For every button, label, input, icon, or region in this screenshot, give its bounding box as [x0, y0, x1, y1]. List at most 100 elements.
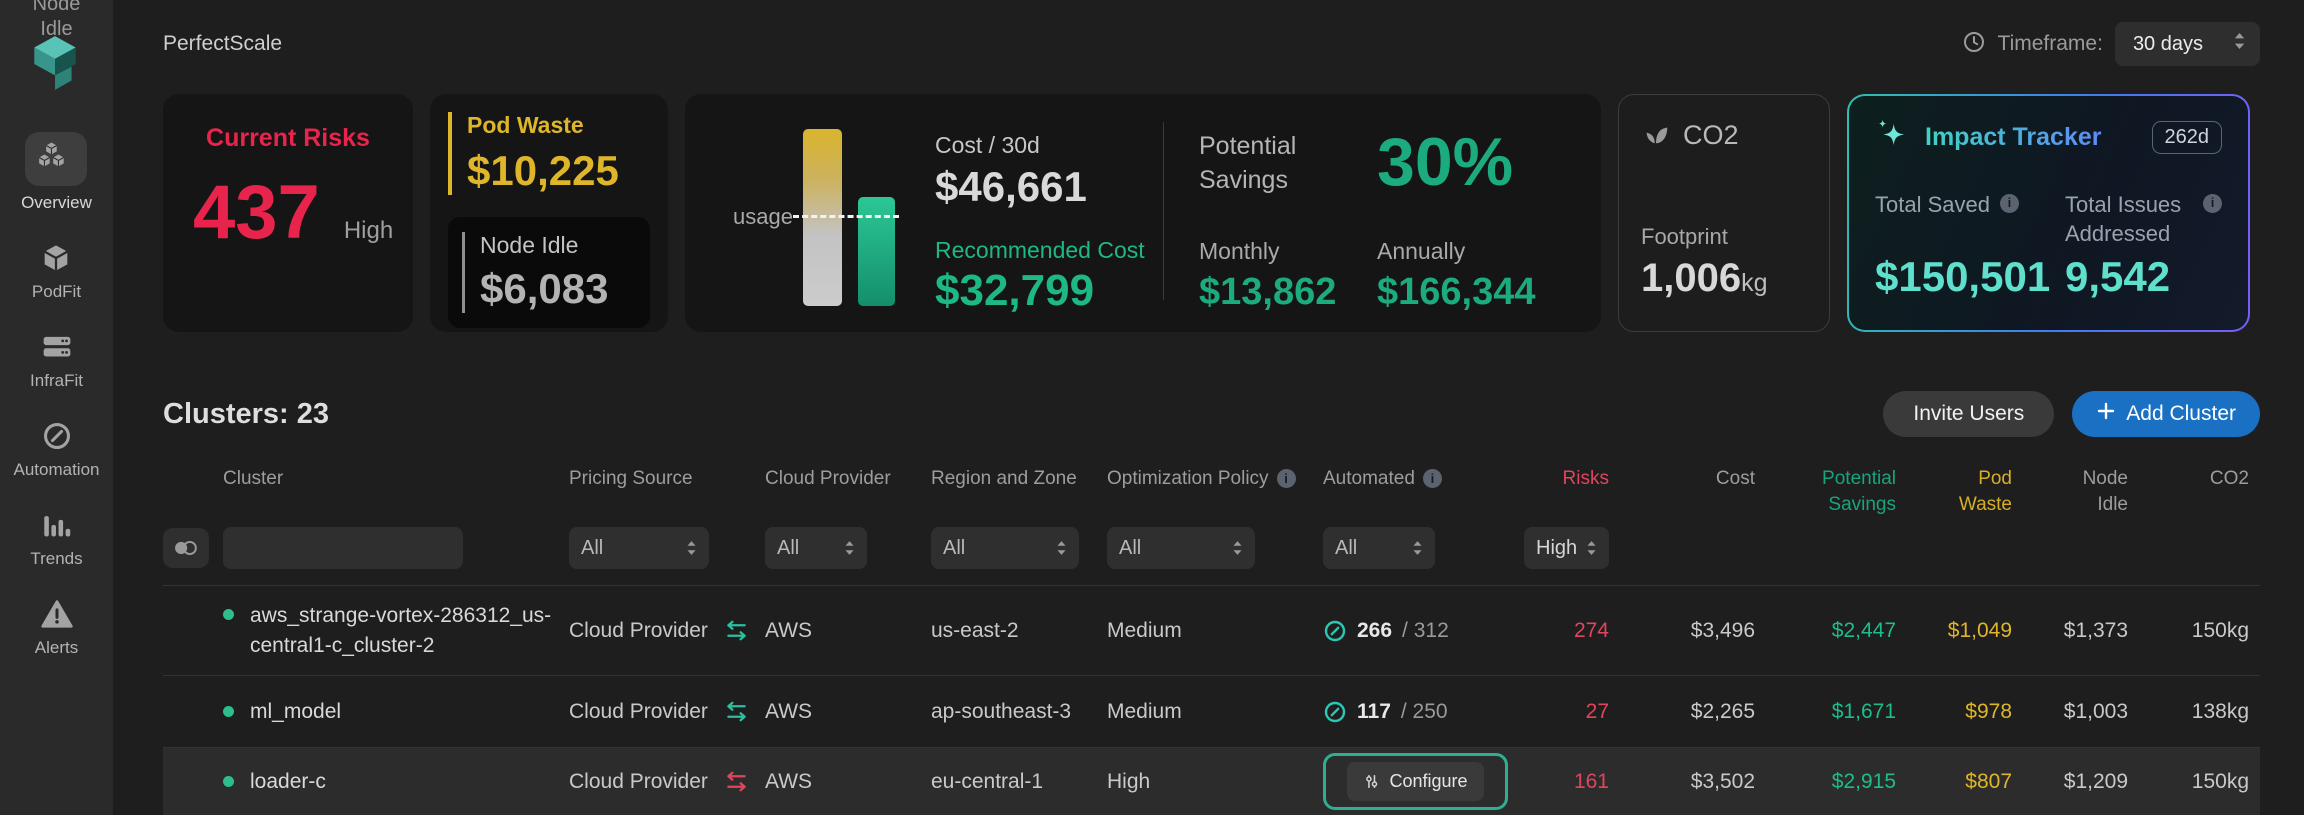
- annually-label: Annually: [1377, 237, 1466, 264]
- cube-icon: [40, 241, 72, 275]
- sidebar-item-automation[interactable]: Automation: [14, 419, 100, 480]
- node-idle-cell: $1,209: [2063, 769, 2128, 793]
- invite-users-button[interactable]: Invite Users: [1883, 391, 2055, 437]
- node-idle-cell: $1,003: [2063, 699, 2128, 723]
- co2-card: CO2 Footprint 1,006kg: [1618, 94, 1830, 332]
- monthly-value: $13,862: [1199, 270, 1337, 313]
- kpi-cards-row: Current Risks 437 High Pod Waste $10,225…: [163, 94, 2260, 332]
- status-dot: [223, 706, 234, 718]
- cloud-provider-cell: AWS: [765, 769, 813, 793]
- automation-circle-icon: [41, 419, 73, 453]
- col-header-provider: Cloud Provider: [765, 468, 891, 489]
- col-header-policy: Optimization Policy: [1107, 466, 1307, 492]
- sidebar-nav: Overview PodFit InfraFit: [0, 132, 113, 686]
- sidebar-item-alerts[interactable]: Alerts: [35, 597, 78, 658]
- servers-icon: [41, 330, 73, 364]
- pricing-source-filter[interactable]: All: [569, 527, 709, 570]
- savings-cell: $1,671: [1831, 699, 1896, 723]
- clusters-header-bar: Clusters: 23 Invite Users Add Cluster: [163, 390, 2260, 438]
- cost-cell: $2,265: [1690, 699, 1755, 723]
- sidebar-item-trends[interactable]: Trends: [30, 508, 83, 569]
- recommended-cost-label: Recommended Cost: [935, 237, 1145, 263]
- add-cluster-button[interactable]: Add Cluster: [2072, 391, 2260, 437]
- current-risks-title: Current Risks: [206, 124, 370, 152]
- policy-cell: Medium: [1107, 618, 1182, 642]
- sidebar: Node Idle Overview PodFit: [0, 0, 113, 815]
- info-icon[interactable]: [2203, 194, 2222, 213]
- potential-savings-percent: 30%: [1377, 124, 1514, 200]
- select-arrows-icon: [2233, 32, 2246, 56]
- impact-tracker-card: Impact Tracker 262d Total Saved Total Is…: [1847, 94, 2250, 332]
- recommended-cost-value: $32,799: [935, 266, 1095, 315]
- select-arrows-icon: [687, 541, 696, 556]
- configure-button[interactable]: Configure: [1347, 762, 1484, 802]
- select-arrows-icon: [1413, 541, 1422, 556]
- cluster-name: aws_strange-vortex-286312_us-central1-c_…: [250, 604, 552, 657]
- status-dot: [223, 776, 234, 788]
- region-cell: ap-southeast-3: [931, 699, 1072, 723]
- col-header-savings: Potential Savings: [1822, 468, 1896, 515]
- annually-value: $166,344: [1377, 270, 1536, 313]
- timeframe-select[interactable]: 30 days: [2114, 22, 2260, 66]
- sidebar-item-podfit[interactable]: PodFit: [32, 241, 81, 302]
- perfectscale-logo-icon[interactable]: [27, 34, 83, 99]
- sidebar-item-label: Alerts: [34, 638, 79, 657]
- pod-waste-cell: $807: [1965, 769, 2012, 793]
- sidebar-item-overview[interactable]: Overview: [21, 132, 92, 213]
- info-icon[interactable]: [1422, 469, 1442, 488]
- clock-icon: [1962, 30, 1986, 59]
- region-cell: eu-central-1: [931, 769, 1044, 793]
- total-saved-value: $150,501: [1875, 253, 2051, 300]
- col-header-pricing: Pricing Source: [569, 468, 693, 489]
- savings-cell: $2,447: [1831, 618, 1896, 642]
- clusters-heading: Clusters: 23: [163, 397, 330, 430]
- risks-filter[interactable]: High: [1524, 527, 1609, 570]
- cluster-row[interactable]: loader-c Cloud Provider AWS eu-central-1…: [163, 747, 2260, 815]
- pod-waste-cell: $1,049: [1947, 618, 2012, 642]
- risks-cell: 27: [1585, 699, 1609, 723]
- optimization-policy-filter[interactable]: All: [1107, 527, 1255, 570]
- card-divider: [1163, 122, 1164, 300]
- table-header-row: Cluster Pricing Source Cloud Provider Re…: [163, 466, 2260, 517]
- policy-cell: Medium: [1107, 699, 1182, 723]
- node-idle-title: Node Idle: [480, 232, 579, 258]
- cost-cell: $3,496: [1690, 618, 1755, 642]
- current-risks-value: 437: [193, 170, 320, 255]
- current-risks-card: Current Risks 437 High: [163, 94, 413, 332]
- sidebar-item-label: Automation: [13, 460, 100, 479]
- cluster-filter-input[interactable]: [223, 527, 463, 570]
- select-arrows-icon: [1587, 541, 1596, 556]
- sparkle-icon: [1875, 116, 1911, 159]
- swap-arrows-icon: [727, 701, 746, 722]
- footprint-unit: kg: [1741, 269, 1768, 297]
- timeframe-control: Timeframe: 30 days: [1962, 22, 2260, 66]
- configure-annotation-highlight: Configure: [1323, 753, 1508, 811]
- col-header-cost: Cost: [1715, 468, 1755, 489]
- co2-cell: 150kg: [2191, 769, 2249, 793]
- columns-toggle-button[interactable]: [163, 528, 209, 569]
- cluster-name: loader-c: [250, 770, 326, 794]
- swap-arrows-icon: [727, 620, 746, 641]
- usage-label: usage: [733, 204, 793, 229]
- cloud-provider-filter[interactable]: All: [765, 527, 867, 570]
- cluster-row[interactable]: ml_model Cloud Provider AWS ap-southeast…: [163, 675, 2260, 747]
- cluster-row[interactable]: aws_strange-vortex-286312_us-central1-c_…: [163, 585, 2260, 675]
- node-idle-value: $6,083: [480, 265, 609, 312]
- app-title: PerfectScale: [163, 32, 283, 55]
- bar-chart-icon: [41, 508, 73, 542]
- col-header-risks: Risks: [1562, 468, 1609, 489]
- info-icon[interactable]: [1999, 194, 2019, 213]
- usage-dashed-line: [793, 215, 899, 218]
- sidebar-item-label: Overview: [21, 193, 92, 212]
- sidebar-item-label: Trends: [30, 549, 83, 568]
- cost-cell: $3,502: [1690, 769, 1755, 793]
- sidebar-item-infrafit[interactable]: InfraFit: [30, 330, 83, 391]
- status-dot: [223, 609, 234, 621]
- region-filter[interactable]: All: [931, 527, 1079, 570]
- node-idle-subcard: Node Idle $6,083: [448, 217, 650, 328]
- savings-cell: $2,915: [1831, 769, 1896, 793]
- info-icon[interactable]: [1276, 469, 1296, 488]
- col-header-co2: CO2: [2209, 468, 2249, 489]
- main-content: PerfectScale Timeframe: 30 days: [113, 0, 2304, 815]
- automated-filter[interactable]: All: [1323, 527, 1435, 570]
